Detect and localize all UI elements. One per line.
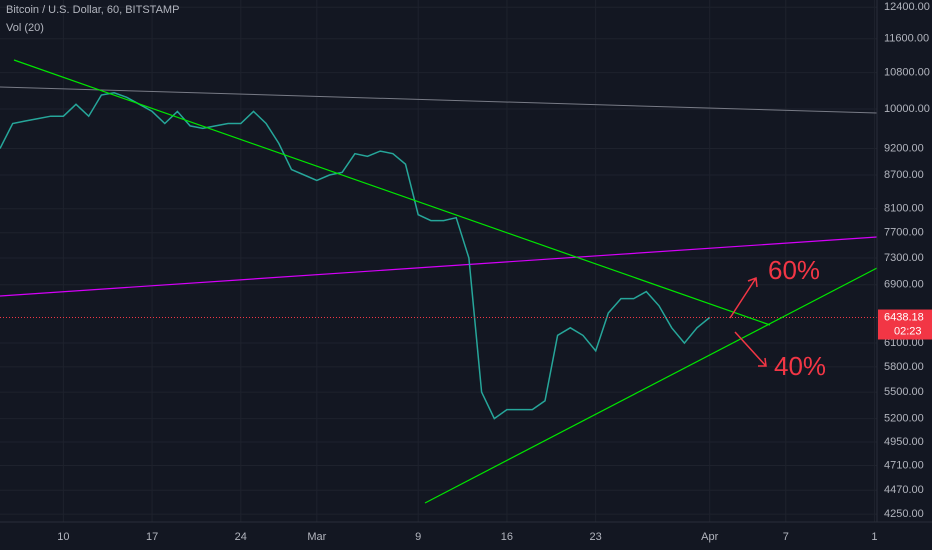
y-tick-label: 6100.00 [884, 337, 924, 349]
axes: 12400.00 11600.00 10800.00 10000.00 9200.00 8… [57, 1, 932, 543]
indicator-label: Vol (20) [6, 22, 44, 34]
countdown: 02:23 [894, 325, 922, 337]
x-tick-label: 10 [57, 531, 69, 543]
x-tick-label: 17 [146, 531, 158, 543]
grid [0, 0, 877, 522]
y-tick-label: 4710.00 [884, 459, 924, 471]
last-price-box [878, 309, 932, 340]
y-tick-label: 8700.00 [884, 169, 924, 181]
trend-line [0, 236, 878, 297]
chart-title: Bitcoin / U.S. Dollar, 60, BITSTAMP [6, 4, 179, 16]
price-line [0, 92, 711, 420]
y-tick-label: 11600.00 [884, 33, 929, 45]
x-tick-label: 16 [501, 531, 513, 543]
plot [0, 92, 877, 420]
y-tick-label: 10800.00 [884, 67, 930, 79]
y-tick-label: 5800.00 [884, 361, 924, 373]
y-tick-label: 9200.00 [884, 142, 924, 154]
arrow-up [729, 276, 758, 319]
y-tick-label: 5200.00 [884, 413, 924, 425]
x-tick-label: 9 [415, 531, 421, 543]
y-tick-label: 10000.00 [884, 103, 930, 115]
y-tick-label: 4950.00 [884, 436, 924, 448]
annotation: 40% [774, 351, 826, 381]
x-tick-label: 1 [871, 531, 877, 543]
y-tick-label: 8100.00 [884, 203, 924, 215]
x-tick-label: Mar [307, 531, 326, 543]
y-tick-label: 6900.00 [884, 279, 924, 291]
x-tick-label: 23 [590, 531, 602, 543]
x-tick-label: Apr [701, 531, 718, 543]
trend-line [13, 59, 771, 326]
y-tick-label: 7300.00 [884, 252, 924, 264]
trend-line [0, 86, 878, 114]
x-tick-label: 7 [783, 531, 789, 543]
arrow-down [734, 331, 767, 367]
y-tick-label: 4470.00 [884, 484, 924, 496]
y-tick-label: 4250.00 [884, 508, 924, 520]
y-tick-label: 7700.00 [884, 227, 924, 239]
last-price-label: 6438.18 [884, 311, 924, 323]
x-tick-label: 24 [235, 531, 247, 543]
y-tick-label: 5500.00 [884, 386, 924, 398]
annotation: 60% [768, 255, 820, 285]
y-tick-label: 12400.00 [884, 1, 930, 13]
trend-line [424, 267, 878, 504]
price-axis [877, 0, 932, 550]
